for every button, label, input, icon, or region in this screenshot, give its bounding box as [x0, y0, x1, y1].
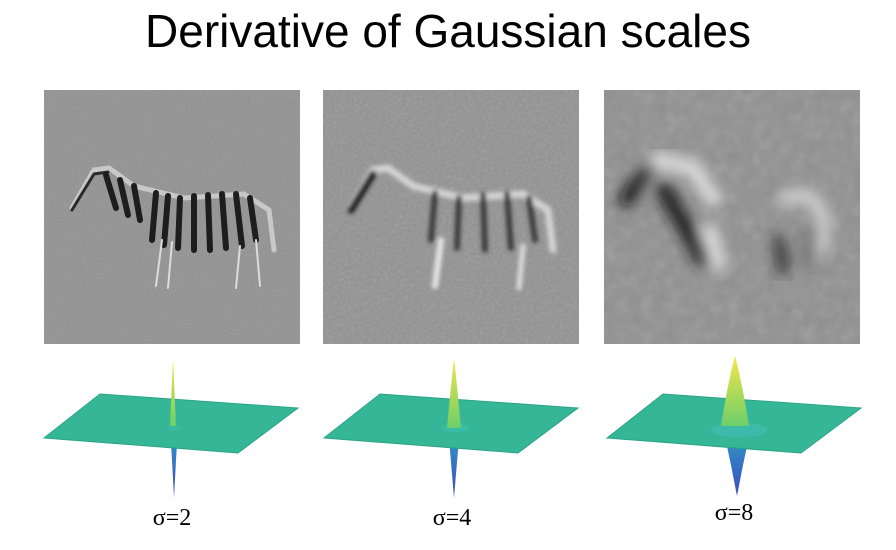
zebra-blurred-image [604, 90, 860, 344]
kernel-surface-sigma-2 [40, 350, 300, 500]
kernel-plot-sigma-4 [320, 350, 580, 500]
filtered-image-sigma-4 [323, 90, 579, 344]
zebra-medium-image [323, 90, 579, 344]
sigma-label-2: σ=2 [112, 505, 232, 532]
zebra-sharp-image [44, 90, 300, 344]
sigma-label-8: σ=8 [674, 500, 794, 527]
kernel-surface-sigma-4 [320, 350, 580, 500]
kernel-plot-sigma-2 [40, 350, 300, 500]
kernel-plot-sigma-8 [603, 350, 863, 500]
sigma-label-4: σ=4 [392, 505, 512, 532]
filtered-image-sigma-2 [44, 90, 300, 344]
filtered-image-sigma-8 [604, 90, 860, 344]
kernel-surface-sigma-8 [603, 350, 863, 500]
slide-title: Derivative of Gaussian scales [0, 4, 896, 58]
